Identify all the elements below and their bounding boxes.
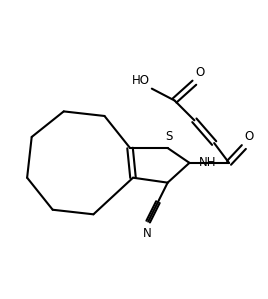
Text: NH: NH xyxy=(199,156,217,169)
Text: N: N xyxy=(143,227,152,239)
Text: HO: HO xyxy=(132,74,150,87)
Text: O: O xyxy=(245,130,254,143)
Text: S: S xyxy=(165,130,172,143)
Text: O: O xyxy=(195,66,204,79)
